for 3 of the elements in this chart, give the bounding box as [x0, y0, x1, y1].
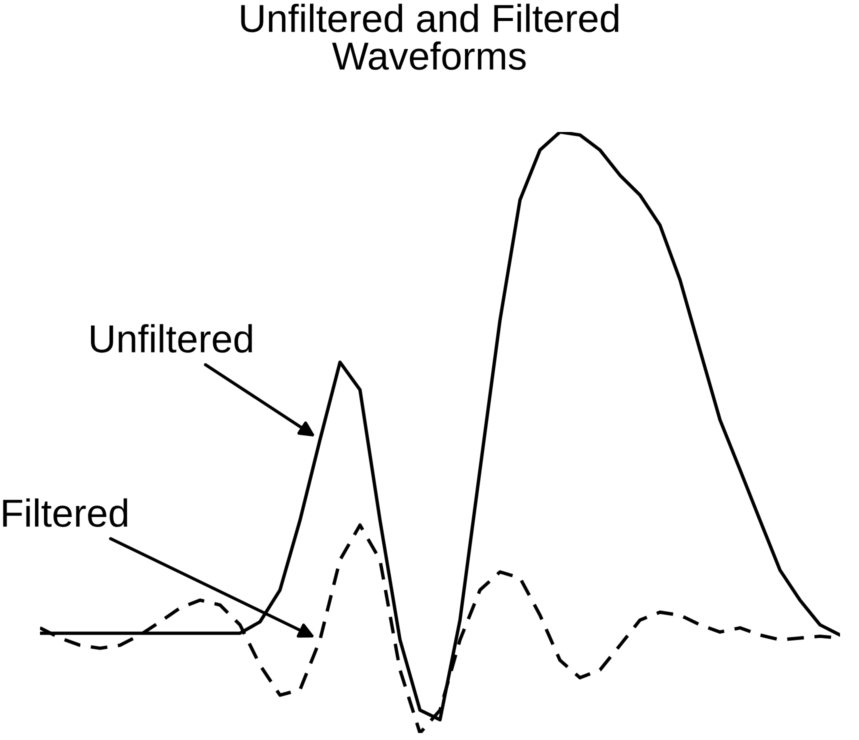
text: Filtered [3, 498, 128, 527]
chart-title: Unfiltered and Filtered Waveforms [241, 4, 618, 70]
text: Unfiltered [91, 324, 252, 353]
